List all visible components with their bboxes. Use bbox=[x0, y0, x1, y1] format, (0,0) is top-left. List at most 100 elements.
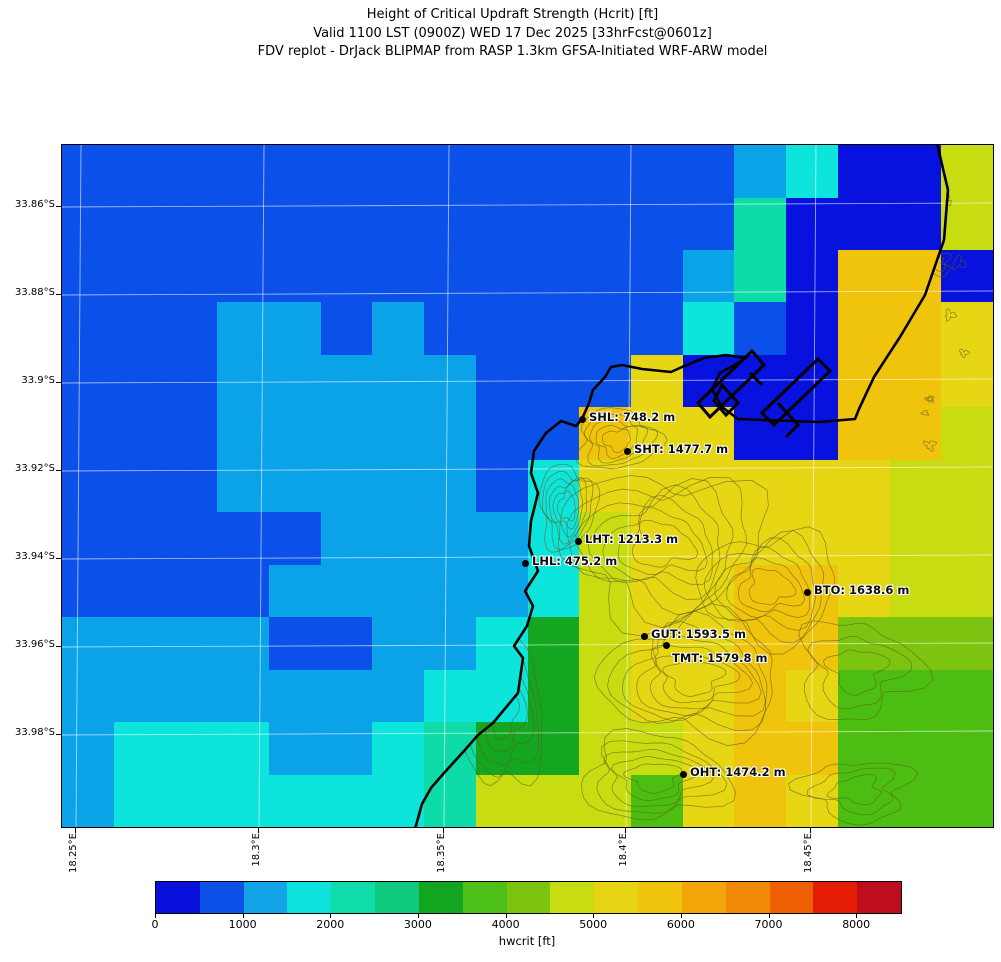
station-marker-gut bbox=[640, 632, 648, 640]
station-label-shl: SHL: 748.2 m bbox=[589, 410, 676, 424]
hcrit-cell bbox=[786, 197, 839, 251]
colorbar-tick-mark bbox=[593, 913, 595, 918]
hcrit-cell bbox=[579, 774, 632, 827]
hcrit-cell bbox=[734, 774, 787, 827]
hcrit-cell bbox=[165, 722, 218, 776]
station-label-tmt: TMT: 1579.8 m bbox=[672, 651, 768, 665]
hcrit-cell bbox=[527, 197, 580, 251]
hcrit-cell bbox=[941, 564, 993, 618]
station-label-lht: LHT: 1213.3 m bbox=[585, 532, 679, 546]
hcrit-cell bbox=[889, 669, 942, 723]
hcrit-cell bbox=[113, 407, 167, 461]
colorbar-segment bbox=[638, 882, 682, 913]
hcrit-cell bbox=[424, 459, 477, 513]
terrain-contours bbox=[459, 194, 970, 826]
colorbar-tick-label: 4000 bbox=[491, 918, 520, 931]
hcrit-cell bbox=[113, 722, 167, 776]
hcrit-cell bbox=[682, 722, 736, 776]
hcrit-cell bbox=[424, 249, 477, 304]
hcrit-cell bbox=[372, 302, 425, 356]
colorbar-tick-mark bbox=[680, 913, 682, 918]
hcrit-cell bbox=[320, 669, 373, 723]
hcrit-cell bbox=[372, 774, 425, 827]
hcrit-cell bbox=[837, 145, 891, 199]
hcrit-cell bbox=[475, 197, 529, 251]
lat-tick-mark bbox=[56, 206, 61, 207]
hcrit-cell bbox=[268, 669, 322, 723]
hcrit-cell bbox=[165, 774, 218, 827]
colorbar-tick-mark bbox=[505, 913, 507, 918]
hcrit-cell bbox=[268, 722, 322, 776]
hcrit-cell bbox=[217, 774, 270, 827]
hcrit-cell bbox=[475, 407, 529, 461]
hcrit-cell bbox=[579, 302, 632, 356]
lat-tick-label: 33.92°S bbox=[15, 463, 55, 474]
lat-tick-label: 33.9°S bbox=[21, 375, 55, 386]
hcrit-cell bbox=[113, 512, 167, 566]
station-label-bto: BTO: 1638.6 m bbox=[814, 583, 910, 597]
colorbar-label: hwcrit [ft] bbox=[498, 934, 556, 948]
hcrit-cell bbox=[165, 145, 218, 199]
lon-tick-mark bbox=[75, 828, 76, 833]
chart-subtitle-model: FDV replot - DrJack BLIPMAP from RASP 1.… bbox=[257, 44, 768, 59]
hcrit-cell bbox=[424, 302, 477, 356]
colorbar-segment bbox=[769, 882, 814, 913]
hcrit-cell bbox=[320, 617, 373, 671]
station-marker-lht bbox=[574, 537, 582, 545]
hcrit-cell bbox=[889, 564, 942, 618]
hcrit-cell bbox=[579, 722, 632, 776]
hcrit-cell bbox=[268, 564, 322, 618]
hcrit-cell bbox=[889, 197, 942, 251]
hcrit-cell bbox=[62, 722, 115, 776]
colorbar-tick-label: 5000 bbox=[579, 918, 608, 931]
hcrit-cell bbox=[424, 564, 477, 618]
colorbar-segment bbox=[857, 882, 902, 913]
hcrit-cell bbox=[217, 459, 270, 513]
hcrit-cell bbox=[734, 197, 787, 251]
hcrit-cell bbox=[424, 617, 477, 671]
hcrit-cell bbox=[579, 407, 632, 461]
hcrit-cell bbox=[734, 249, 787, 304]
hcrit-cell bbox=[837, 669, 891, 723]
station-marker-sht bbox=[623, 447, 631, 455]
hcrit-cell bbox=[630, 302, 684, 356]
hcrit-cell bbox=[268, 512, 322, 566]
hcrit-cell bbox=[527, 774, 580, 827]
hcrit-cell bbox=[941, 512, 993, 566]
hcrit-cell bbox=[527, 249, 580, 304]
hcrit-cell bbox=[682, 302, 736, 356]
hcrit-cell bbox=[217, 145, 270, 199]
colorbar-tick-label: 1000 bbox=[228, 918, 257, 931]
hcrit-cell bbox=[320, 407, 373, 461]
colorbar-tick-mark bbox=[155, 913, 156, 918]
chart-title: Height of Critical Updraft Strength (Hcr… bbox=[366, 7, 659, 22]
hcrit-cell bbox=[579, 564, 632, 618]
colorbar-segment bbox=[725, 882, 770, 913]
hcrit-cell bbox=[786, 459, 839, 513]
hcrit-cell bbox=[837, 459, 891, 513]
hcrit-cell bbox=[734, 459, 787, 513]
hcrit-cell bbox=[475, 249, 529, 304]
colorbar-segment bbox=[681, 882, 726, 913]
hcrit-cell bbox=[372, 722, 425, 776]
hcrit-cell bbox=[62, 354, 115, 408]
hcrit-cell bbox=[579, 249, 632, 304]
hcrit-cell bbox=[113, 145, 167, 199]
hcrit-cell bbox=[630, 669, 684, 723]
colorbar-segment bbox=[462, 882, 507, 913]
colorbar-segment bbox=[199, 882, 244, 913]
hcrit-cell bbox=[372, 512, 425, 566]
hcrit-cell bbox=[941, 617, 993, 671]
hcrit-cell bbox=[527, 302, 580, 356]
harbor-breakwater bbox=[695, 348, 833, 439]
colorbar-segment bbox=[550, 882, 595, 913]
hcrit-cell bbox=[165, 354, 218, 408]
hcrit-cell bbox=[682, 145, 736, 199]
hcrit-cell bbox=[165, 459, 218, 513]
hcrit-cell bbox=[837, 302, 891, 356]
hcrit-cell bbox=[113, 617, 167, 671]
hcrit-cell bbox=[786, 407, 839, 461]
hcrit-cell bbox=[424, 669, 477, 723]
hcrit-cell bbox=[941, 145, 993, 199]
